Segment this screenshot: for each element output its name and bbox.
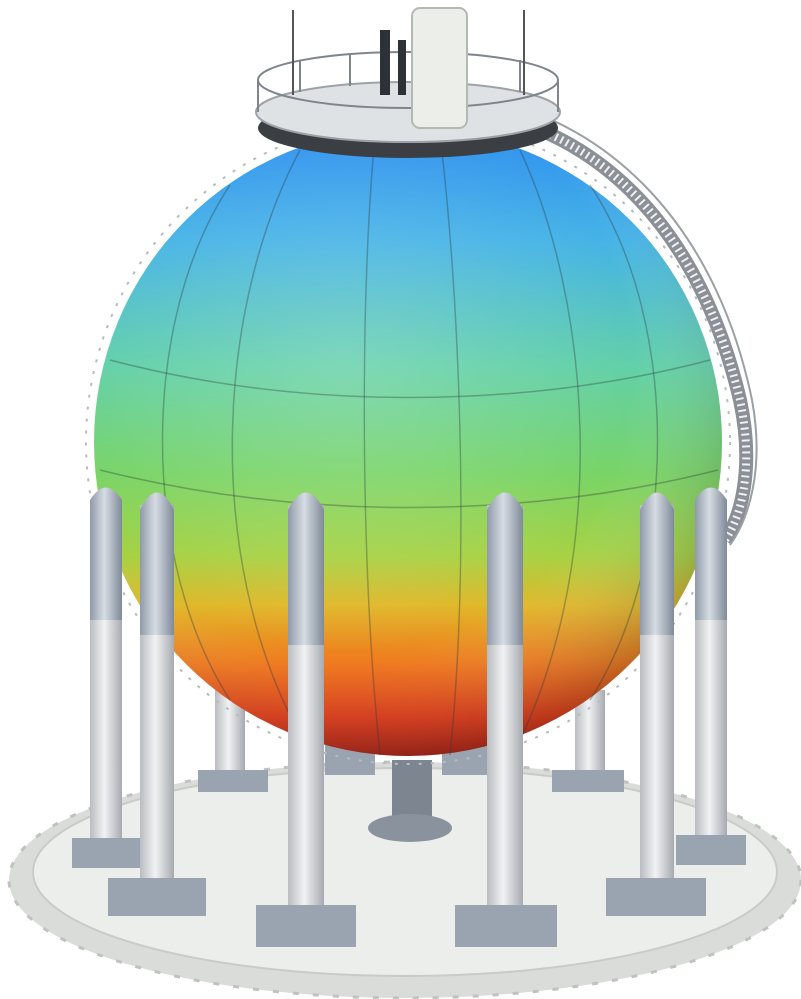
seam — [519, 149, 581, 741]
front-pillars — [72, 487, 746, 947]
railing-posts — [257, 54, 559, 112]
seam — [589, 184, 659, 701]
vent-pipe — [398, 40, 406, 95]
pillar-cap — [640, 492, 674, 635]
stair-rail — [459, 94, 758, 546]
rear-pillars — [198, 690, 624, 842]
pillar — [575, 690, 605, 780]
seam — [363, 134, 381, 756]
drain-pipes — [392, 760, 432, 820]
pillar-cap — [695, 487, 727, 620]
pillar-cap — [90, 487, 122, 620]
pillar-cap — [487, 492, 523, 645]
top-housing — [411, 7, 468, 129]
drain-base — [368, 814, 452, 842]
pillar-base — [676, 835, 746, 865]
stair-steps — [469, 106, 751, 543]
pillar-cap — [288, 492, 324, 645]
pillar-base — [256, 905, 356, 947]
sphere-shading — [94, 128, 722, 756]
pillar-base — [198, 770, 268, 792]
sphere-cage — [85, 119, 731, 765]
seam — [99, 469, 719, 509]
seam — [109, 359, 711, 399]
seam — [439, 134, 462, 756]
pillar-base — [455, 905, 557, 947]
pillar-base — [72, 838, 140, 868]
sphere-seams — [99, 134, 719, 756]
vent-pipe — [380, 30, 390, 95]
top-deck — [255, 81, 561, 143]
seam — [231, 149, 301, 736]
pillar-base — [108, 878, 206, 916]
pillar-base — [606, 878, 706, 916]
pillar-base — [552, 770, 624, 792]
seam — [161, 184, 231, 701]
pillar-cap — [140, 492, 174, 635]
